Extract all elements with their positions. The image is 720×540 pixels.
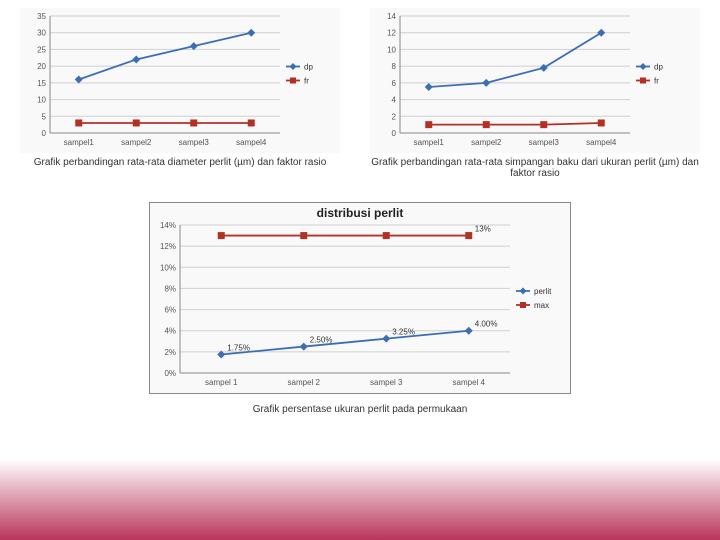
svg-text:distribusi perlit: distribusi perlit <box>317 206 404 220</box>
svg-text:sampel2: sampel2 <box>471 138 502 147</box>
svg-text:perlit: perlit <box>534 287 552 296</box>
svg-text:4: 4 <box>392 96 397 105</box>
svg-text:sampel3: sampel3 <box>529 138 560 147</box>
svg-text:fr: fr <box>304 77 309 86</box>
svg-text:fr: fr <box>654 77 659 86</box>
svg-text:sampel1: sampel1 <box>414 138 445 147</box>
svg-text:2.50%: 2.50% <box>310 336 333 345</box>
svg-text:sampel4: sampel4 <box>586 138 617 147</box>
chart2-caption: Grafik perbandingan rata-rata simpangan … <box>370 157 700 179</box>
svg-text:sampel 2: sampel 2 <box>288 378 321 387</box>
svg-text:5: 5 <box>42 112 47 121</box>
svg-text:2: 2 <box>392 112 397 121</box>
svg-text:30: 30 <box>37 29 46 38</box>
svg-text:sampel 1: sampel 1 <box>205 378 238 387</box>
svg-text:0: 0 <box>392 129 397 138</box>
svg-text:dp: dp <box>654 63 663 72</box>
svg-text:35: 35 <box>37 12 46 21</box>
svg-text:10: 10 <box>37 96 46 105</box>
chart3-caption: Grafik persentase ukuran perlit pada per… <box>149 404 571 415</box>
svg-text:6%: 6% <box>164 306 176 315</box>
svg-text:13%: 13% <box>475 225 491 234</box>
svg-text:12: 12 <box>387 29 396 38</box>
svg-text:sampel 4: sampel 4 <box>453 378 486 387</box>
chart-simpangan: 0 2 4 6 8 10 12 14 sampel1 sampel2 sampel3 sampel4 d… <box>370 8 700 153</box>
svg-text:6: 6 <box>392 79 397 88</box>
svg-text:4%: 4% <box>164 327 176 336</box>
svg-text:0: 0 <box>42 129 47 138</box>
svg-text:sampel 3: sampel 3 <box>370 378 403 387</box>
svg-text:sampel3: sampel3 <box>179 138 210 147</box>
chart1-caption: Grafik perbandingan rata-rata diameter p… <box>20 157 340 168</box>
svg-text:3.25%: 3.25% <box>392 328 415 337</box>
svg-text:14: 14 <box>387 12 396 21</box>
svg-text:25: 25 <box>37 45 46 54</box>
svg-text:sampel2: sampel2 <box>121 138 152 147</box>
svg-text:max: max <box>534 301 549 310</box>
svg-text:8%: 8% <box>164 284 176 293</box>
svg-text:10%: 10% <box>160 263 176 272</box>
svg-text:12%: 12% <box>160 242 176 251</box>
svg-text:sampel1: sampel1 <box>64 138 95 147</box>
svg-text:0%: 0% <box>164 369 176 378</box>
svg-text:1.75%: 1.75% <box>227 344 250 353</box>
svg-text:sampel4: sampel4 <box>236 138 267 147</box>
svg-text:8: 8 <box>392 62 397 71</box>
chart-distribusi: distribusi perlit 0% 2% 4% 6% 8% 10% 12% 14% samp… <box>149 202 571 394</box>
svg-text:dp: dp <box>304 63 313 72</box>
svg-text:15: 15 <box>37 79 46 88</box>
svg-text:10: 10 <box>387 45 396 54</box>
svg-text:2%: 2% <box>164 348 176 357</box>
svg-text:14%: 14% <box>160 221 176 230</box>
svg-text:20: 20 <box>37 62 46 71</box>
chart-diameter: 0 5 10 15 20 25 30 35 sampel1 sampel2 sampel3 sampe… <box>20 8 340 153</box>
svg-text:4.00%: 4.00% <box>475 320 498 329</box>
